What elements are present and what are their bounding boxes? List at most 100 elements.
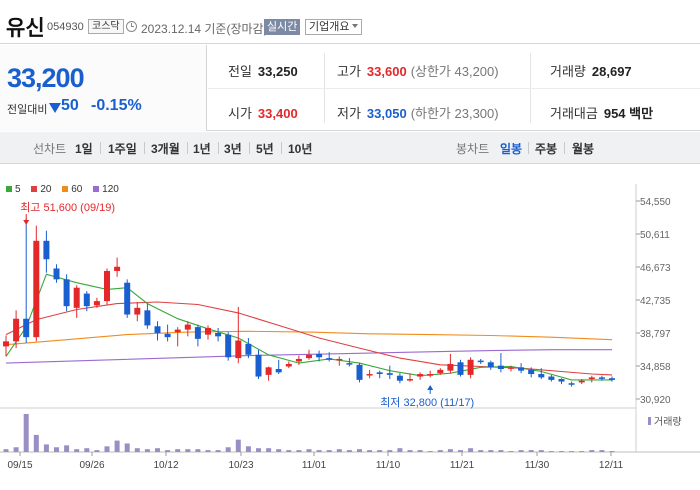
candle-body <box>63 279 70 307</box>
volume-bar <box>23 414 29 452</box>
amount-unit: 백만 <box>629 106 654 121</box>
candle-body <box>538 374 545 378</box>
volume-bar <box>407 450 413 452</box>
legend-label: 120 <box>102 184 119 195</box>
open-value: 33,400 <box>257 106 298 121</box>
price-box: 33,200 전일대비 50 -0.15% <box>0 45 207 131</box>
legend-swatch <box>31 186 38 192</box>
volume-bar <box>498 450 504 452</box>
candle-body <box>326 358 333 360</box>
candle-body <box>164 333 171 338</box>
line-chart-label[interactable]: 선차트 <box>33 142 67 156</box>
ma5-line <box>5 273 612 381</box>
volume-bar <box>134 448 140 452</box>
candle-body <box>396 375 403 381</box>
candle-body <box>588 377 595 380</box>
volume-bar <box>94 450 100 452</box>
period-10y[interactable]: 10년 <box>288 142 313 156</box>
low-label: 저가 <box>337 106 361 121</box>
candle-body <box>13 318 20 342</box>
volume-bar <box>559 451 564 452</box>
candle-body <box>295 358 302 362</box>
volume-bar <box>13 447 19 452</box>
candle-body <box>154 326 161 333</box>
x-tick-label: 10/23 <box>228 460 253 471</box>
volume-label: 거래량 <box>550 64 586 79</box>
candle-chart-label[interactable]: 봉차트 <box>456 142 490 156</box>
volume-bar <box>185 449 191 452</box>
volume-value: 28,697 <box>591 64 632 79</box>
change-value: 50 <box>61 97 79 114</box>
chevron-down-icon <box>352 24 359 28</box>
volume-bar <box>144 449 150 452</box>
volume-bar <box>569 451 575 452</box>
volume-bar <box>326 450 332 452</box>
candle-body <box>598 377 605 379</box>
candle-body <box>518 367 525 371</box>
x-tick-label: 09/15 <box>7 460 32 471</box>
volume-bar <box>478 450 484 452</box>
upper-limit: (상한가 43,200) <box>410 64 499 79</box>
volume-bar <box>235 439 241 452</box>
volume-bar <box>306 449 312 452</box>
candle-body <box>23 318 30 338</box>
company-overview-dropdown[interactable]: 기업개요 <box>305 19 363 35</box>
low-arrow-head <box>427 385 434 390</box>
candle-body <box>457 362 464 375</box>
volume-bar <box>599 450 605 452</box>
divider <box>218 142 219 154</box>
volume-bar <box>33 434 39 452</box>
candle-weekly[interactable]: 주봉 <box>535 142 558 156</box>
candle-body <box>548 376 555 380</box>
candle-body <box>346 363 353 365</box>
period-1d[interactable]: 1일 <box>75 142 93 156</box>
candle-body <box>306 354 312 359</box>
volume-bar <box>43 444 49 452</box>
legend-label: 5 <box>15 184 21 195</box>
volume-bar <box>175 449 181 452</box>
high-arrow-head <box>23 220 30 225</box>
period-3m[interactable]: 3개월 <box>151 142 180 156</box>
realtime-button[interactable]: 실시간 <box>264 19 301 35</box>
volume-bar <box>417 450 423 452</box>
period-1w[interactable]: 1주일 <box>108 142 137 156</box>
x-tick-label: 10/12 <box>153 460 178 471</box>
candle-body <box>235 340 242 359</box>
candle-body <box>497 365 504 370</box>
divider <box>187 142 188 154</box>
period-5y[interactable]: 5년 <box>256 142 274 156</box>
legend-swatch <box>62 186 69 192</box>
candle-body <box>174 329 181 333</box>
volume-bar <box>427 451 433 452</box>
x-tick-label: 11/21 <box>450 460 475 471</box>
candle-monthly[interactable]: 월봉 <box>572 142 595 156</box>
volume-bar <box>377 450 383 452</box>
low-price: 저가 33,050 (하한가 23,300) <box>337 103 499 122</box>
candle-body <box>356 364 363 380</box>
y-tick-label: 50,611 <box>640 230 670 241</box>
candle-daily[interactable]: 일봉 <box>500 142 523 156</box>
legend-label: 20 <box>40 184 52 195</box>
volume-bar <box>165 450 171 452</box>
open-price: 시가 33,400 <box>228 103 298 122</box>
candle-body <box>124 282 131 315</box>
candle-body <box>447 363 454 371</box>
volume-bar <box>458 450 463 452</box>
legend-swatch <box>6 186 12 192</box>
chart-toolbar: 선차트 1일 1주일 3개월 1년 3년 5년 10년 봉차트 일봉 주봉 월봉 <box>0 132 700 164</box>
period-3y[interactable]: 3년 <box>224 142 242 156</box>
x-tick-label: 09/26 <box>79 460 104 471</box>
price-chart[interactable]: 54,550 50,611 46,673 42,735 38,797 34,858 30,9… <box>0 164 700 490</box>
candle-body <box>245 343 252 355</box>
volume-bar <box>579 451 585 452</box>
divider <box>100 142 101 154</box>
candle-body <box>53 268 60 280</box>
volume-bar <box>397 448 403 452</box>
candle-body <box>336 358 343 361</box>
period-1y[interactable]: 1년 <box>193 142 211 156</box>
change-label: 전일대비 <box>7 104 48 116</box>
candle-body <box>609 378 615 380</box>
current-price: 33,200 <box>7 63 85 93</box>
candle-body <box>93 301 100 306</box>
low-value: 33,050 <box>366 106 407 121</box>
